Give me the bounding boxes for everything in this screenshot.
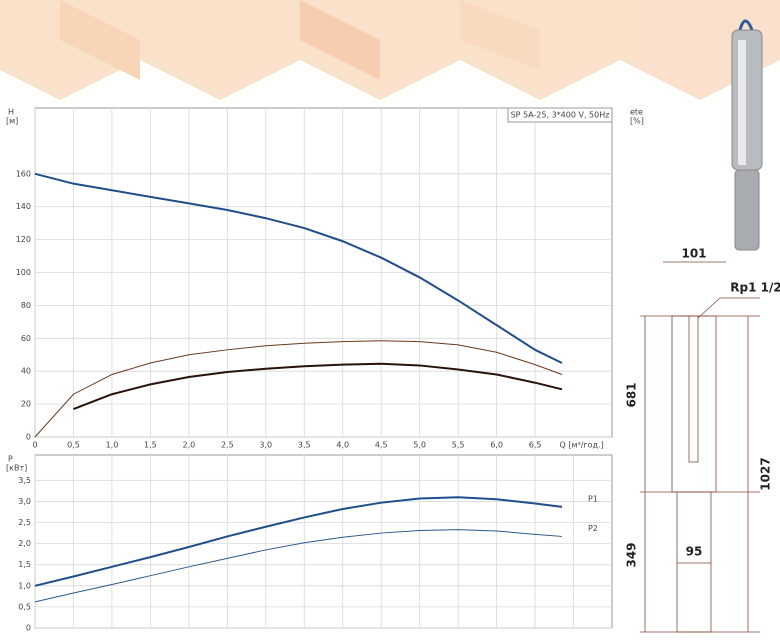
background-pattern (0, 0, 780, 100)
x-tick-label: 3,5 (298, 441, 311, 450)
annotation: SP 5A-25, 3*400 V, 50Hz (511, 111, 610, 120)
x-axis-label: Q [м³/год.] (560, 441, 604, 450)
dimension-drawing: 101 Rp1 1/2 95 681 349 1027 (625, 247, 780, 633)
series-line (34, 529, 563, 603)
x-tick-label: 3,0 (259, 441, 272, 450)
y-axis-label: P (8, 455, 13, 464)
x-tick-label: 4,5 (375, 441, 388, 450)
y-tick-label: 100 (16, 268, 31, 277)
x-tick-label: 2,5 (221, 441, 234, 450)
y-tick-label: 0 (26, 624, 31, 633)
x-tick-label: 5,5 (452, 441, 465, 450)
y-axis-unit: [м] (6, 117, 18, 126)
y-tick-label: 40 (21, 367, 31, 376)
dimension-label: 101 (681, 247, 706, 261)
x-tick-label: 4,0 (336, 441, 349, 450)
plot-area (34, 454, 613, 629)
series-line (34, 496, 563, 587)
y-tick-label: 2,5 (18, 518, 31, 527)
series-line (34, 172, 563, 364)
annotation-box (507, 107, 613, 123)
series-line (34, 340, 563, 438)
x-tick-label: 6,0 (490, 441, 503, 450)
y-axis-unit: [кВт] (6, 464, 27, 473)
x-tick-label: 0 (32, 441, 37, 450)
x-tick-label: 0,5 (67, 441, 80, 450)
y2-axis-label: ete (630, 108, 643, 117)
series-line (73, 362, 563, 410)
series-label: P2 (588, 524, 598, 533)
dimension-label: 1027 (759, 457, 773, 490)
pump-photo (731, 19, 763, 251)
y-axis-label: H (8, 108, 14, 117)
y-tick-label: 3,5 (18, 476, 31, 485)
y-tick-label: 0,5 (18, 602, 31, 611)
dimension-label: 95 (686, 545, 703, 559)
x-tick-label: 6,5 (529, 441, 542, 450)
series-label: P1 (588, 494, 598, 503)
y-tick-label: 140 (16, 202, 31, 211)
x-tick-label: 5,0 (413, 441, 426, 450)
y-tick-label: 80 (21, 301, 31, 310)
y-tick-label: 3,0 (18, 497, 31, 506)
y-tick-label: 0 (26, 433, 31, 442)
y-tick-label: 1,5 (18, 560, 31, 569)
dimension-label: 349 (625, 542, 639, 567)
dimension-label: Rp1 1/2 (730, 281, 780, 295)
y-tick-label: 20 (21, 400, 31, 409)
y2-axis-unit: [%] (630, 117, 644, 126)
y-tick-label: 1,0 (18, 581, 31, 590)
y-tick-label: 2,0 (18, 539, 31, 548)
y-tick-label: 60 (21, 334, 31, 343)
y-tick-label: 160 (16, 169, 31, 178)
x-tick-label: 1,0 (106, 441, 119, 450)
y-tick-label: 120 (16, 235, 31, 244)
x-tick-label: 2,0 (182, 441, 195, 450)
x-tick-label: 1,5 (144, 441, 157, 450)
dimension-label: 681 (625, 382, 639, 407)
